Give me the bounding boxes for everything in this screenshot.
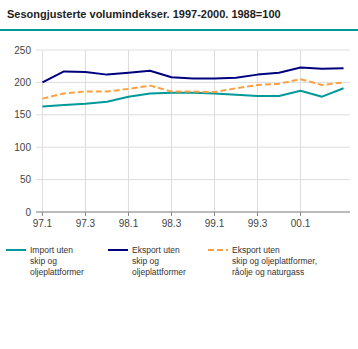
legend-swatch xyxy=(208,249,228,251)
y-grid-line xyxy=(36,50,350,51)
lines xyxy=(42,68,343,107)
y-tick-label: 200 xyxy=(14,77,31,88)
x-grid-line xyxy=(300,50,301,212)
x-grid-line xyxy=(171,50,172,212)
x-tick-label: 98.1 xyxy=(119,218,139,229)
x-grid-line xyxy=(128,50,129,212)
y-tick-label: 50 xyxy=(20,174,32,185)
x-tick xyxy=(128,212,129,216)
grid xyxy=(36,50,350,212)
y-tick-label: 0 xyxy=(25,207,31,218)
y-tick-label: 250 xyxy=(14,45,31,56)
x-tick xyxy=(42,212,43,216)
y-grid-line xyxy=(36,179,350,180)
x-tick-label: 00.1 xyxy=(291,218,311,229)
x-tick xyxy=(171,212,172,216)
x-tick-label: 97.3 xyxy=(76,218,96,229)
y-tick-label: 150 xyxy=(14,109,31,120)
x-axis xyxy=(36,212,350,213)
chart: Sesongjusterte volumindekser. 1997-2000.… xyxy=(0,0,358,349)
x-tick xyxy=(300,212,301,216)
x-tick xyxy=(214,212,215,216)
x-tick-label: 99.3 xyxy=(248,218,268,229)
y-tick-label: 100 xyxy=(14,142,31,153)
y-grid-line xyxy=(36,114,350,115)
x-tick xyxy=(85,212,86,216)
x-tick xyxy=(257,212,258,216)
series-line xyxy=(42,79,343,98)
x-tick-label: 99.1 xyxy=(205,218,225,229)
legend-label: Eksport utenskip og oljeplattformer,råol… xyxy=(232,245,317,277)
title-rule xyxy=(0,29,358,31)
x-tick-label: 97.1 xyxy=(33,218,53,229)
x-tick-label: 98.3 xyxy=(162,218,182,229)
x-grid-line xyxy=(85,50,86,212)
x-grid-line xyxy=(42,50,43,212)
y-grid-line xyxy=(36,82,350,83)
y-grid-line xyxy=(36,147,350,148)
legend-label: Import utenskip ogoljeplattformer xyxy=(30,245,84,277)
title: Sesongjusterte volumindekser. 1997-2000.… xyxy=(7,8,281,20)
x-grid-line xyxy=(214,50,215,212)
y-grid-line xyxy=(36,212,350,213)
legend-swatch xyxy=(6,249,26,251)
series-line xyxy=(42,68,343,83)
legend: Import utenskip ogoljeplattformer Eksport… xyxy=(6,245,317,277)
legend-label: Eksport utenskip ogoljeplattformer xyxy=(132,245,186,277)
legend-swatch xyxy=(108,249,128,251)
